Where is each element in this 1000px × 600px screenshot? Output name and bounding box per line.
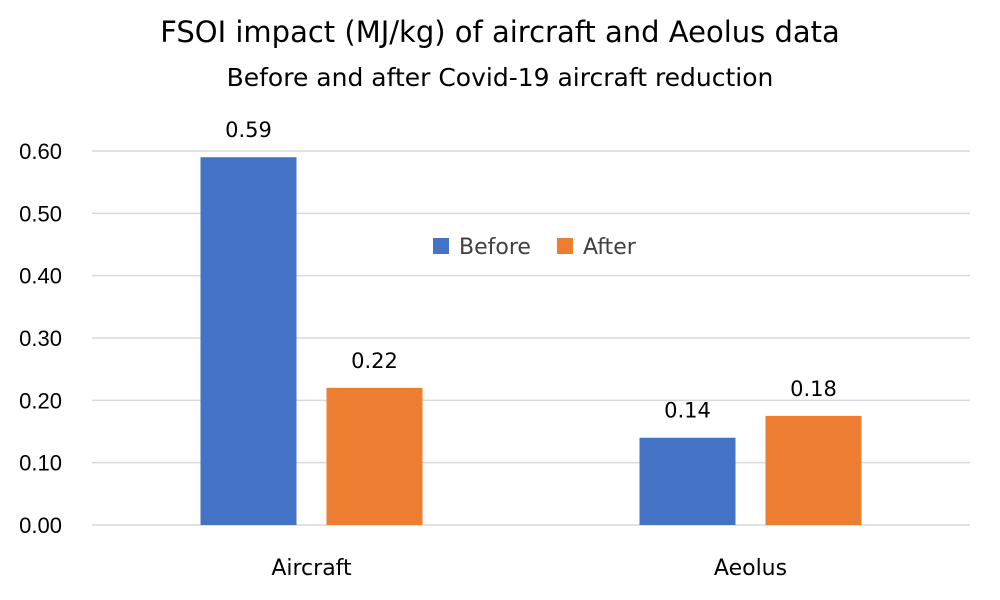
- y-axis-ticks: 0.00 0.10 0.20 0.30 0.40 0.50 0.60: [19, 139, 62, 538]
- data-label: 0.14: [664, 399, 711, 423]
- legend: Before After: [433, 235, 637, 260]
- y-tick-label: 0.50: [19, 201, 62, 226]
- bars: [200, 157, 862, 525]
- bar-before-aeolus: [639, 437, 736, 525]
- data-label: 0.22: [351, 349, 398, 373]
- data-label: 0.18: [790, 377, 837, 401]
- y-tick-label: 0.60: [19, 139, 62, 164]
- bar-after-aircraft: [326, 387, 423, 525]
- data-label: 0.59: [225, 118, 272, 142]
- x-category-label: Aeolus: [714, 556, 787, 581]
- chart-title: FSOI impact (MJ/kg) of aircraft and Aeol…: [160, 15, 840, 49]
- legend-label: After: [583, 235, 637, 260]
- bar-after-aeolus: [765, 415, 862, 525]
- x-category-label: Aircraft: [271, 556, 352, 581]
- y-tick-label: 0.10: [19, 451, 62, 476]
- legend-label: Before: [459, 235, 531, 260]
- x-axis-categories: Aircraft Aeolus: [271, 556, 787, 581]
- legend-swatch-after: [556, 238, 573, 254]
- y-tick-label: 0.20: [19, 388, 62, 413]
- chart-subtitle: Before and after Covid-19 aircraft reduc…: [227, 63, 774, 92]
- bar-before-aircraft: [200, 157, 297, 525]
- y-tick-label: 0.40: [19, 264, 62, 289]
- data-labels: 0.59 0.22 0.14 0.18: [225, 118, 837, 423]
- y-tick-label: 0.00: [19, 513, 62, 538]
- y-tick-label: 0.30: [19, 326, 62, 351]
- legend-swatch-before: [433, 238, 449, 254]
